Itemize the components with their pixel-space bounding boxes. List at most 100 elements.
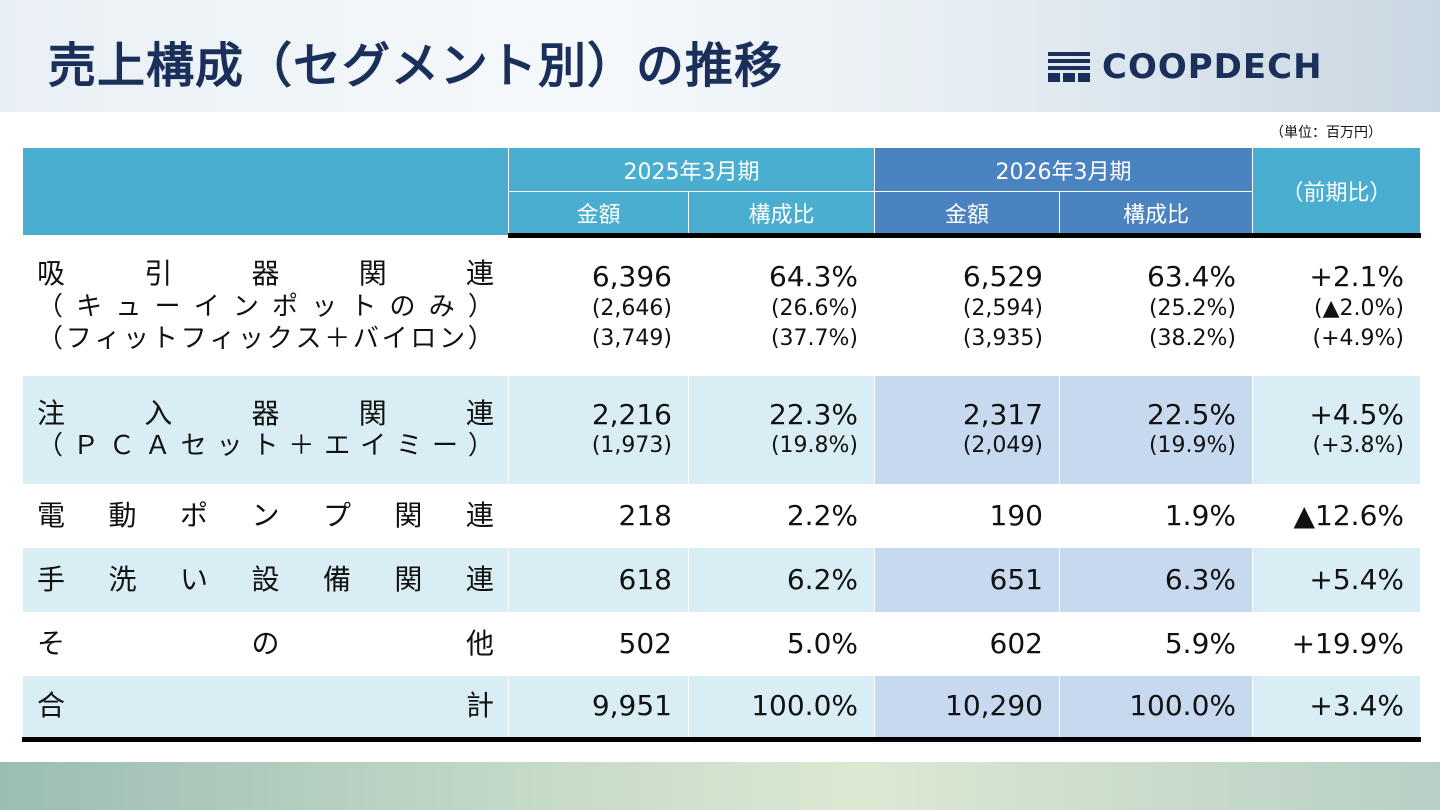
label-char: （ — [37, 323, 64, 354]
label-char: 合 — [37, 689, 66, 723]
yoy-change-value: ▲12.6% — [1293, 498, 1404, 532]
label-char: ッ — [216, 431, 243, 462]
yoy-change-sub: (+4.9%) — [1312, 325, 1405, 351]
ratio-2025-value: 5.0% — [786, 626, 858, 660]
ratio-2026: 100.0% — [1059, 675, 1253, 742]
segment-name: 吸引器関連 — [37, 257, 494, 291]
label-char: ュ — [115, 291, 142, 322]
label-char: 関 — [358, 396, 387, 430]
label-char: 関 — [358, 256, 387, 290]
label-char: フ — [180, 323, 207, 354]
label-char: Ｃ — [108, 431, 135, 462]
ratio-2026-value: 100.0% — [1129, 689, 1236, 723]
yoy-change-value: +4.5% — [1309, 397, 1404, 431]
label-char: Ａ — [144, 431, 171, 462]
label-char: 備 — [322, 562, 351, 596]
header-ratio-2026: 構成比 — [1059, 191, 1253, 238]
label-char: （ — [37, 431, 64, 462]
page-title: 売上構成（セグメント別）の推移 — [48, 38, 784, 94]
label-char: バ — [352, 323, 379, 354]
ratio-2026: 63.4% (25.2%) (38.2%) — [1059, 235, 1253, 376]
amount-2025-value: 502 — [618, 626, 672, 660]
label-char: （ — [37, 291, 64, 322]
segment-label: 吸引器関連（キューインポットのみ）（フィットフィックス＋バイロン） — [22, 235, 509, 376]
label-char: 連 — [465, 498, 494, 532]
label-char: 引 — [144, 256, 173, 290]
label-char: ポ — [272, 291, 299, 322]
ratio-2026: 1.9% — [1059, 483, 1253, 548]
amount-2026: 10,290 — [874, 675, 1060, 742]
yoy-change: +5.4% — [1252, 547, 1421, 612]
ratio-2025: 2.2% — [688, 483, 875, 548]
label-char: 入 — [144, 396, 173, 430]
yoy-change-sub: (▲2.0%) — [1314, 295, 1404, 321]
ratio-2025-sub: (19.8%) — [770, 433, 858, 459]
table-row: 合計 9,951 100.0% 10,290 100.0% +3.4% — [22, 675, 1421, 742]
table-row: 手 洗 い 設 備 関 連 618 6.2% 651 6.3% +5.4% — [22, 547, 1421, 612]
ratio-2025-sub: (37.7%) — [770, 325, 858, 351]
label-char: い — [179, 562, 208, 596]
logo-mark-icon — [1048, 52, 1090, 82]
ratio-2026: 5.9% — [1059, 611, 1253, 676]
footer-band — [0, 762, 1440, 810]
header-amount-2025: 金額 — [508, 191, 689, 238]
ratio-2025: 64.3% (26.6%) (37.7%) — [688, 235, 875, 376]
label-char: ＋ — [324, 323, 351, 354]
header-amount-2026: 金額 — [874, 191, 1060, 238]
label-char: 洗 — [108, 562, 137, 596]
amount-2026: 602 — [874, 611, 1060, 676]
header-blank-cell — [22, 147, 509, 236]
label-char: ＋ — [288, 431, 315, 462]
label-char: そ — [37, 626, 66, 660]
segment-name: 手洗い設備関連 — [37, 563, 494, 597]
amount-2025-sub: (2,646) — [591, 295, 672, 321]
company-logo: COOPDECH — [1046, 46, 1376, 88]
segment-breakdown-label: （ キューインポットのみ ） — [37, 291, 494, 323]
amount-2025-value: 6,396 — [591, 259, 672, 293]
label-char: 器 — [251, 256, 280, 290]
label-char: 電 — [37, 498, 66, 532]
amount-2025-value: 2,216 — [591, 397, 672, 431]
header-ratio-2025: 構成比 — [688, 191, 875, 238]
segment-label: 手洗い設備関連 — [22, 547, 509, 612]
ratio-2026: 22.5% (19.9%) — [1059, 375, 1253, 484]
label-char: ン — [439, 323, 466, 354]
table-row: 吸引器関連（キューインポットのみ）（フィットフィックス＋バイロン） 6,396 (2… — [22, 235, 1421, 376]
label-char: イ — [381, 323, 408, 354]
label-char: ィ — [94, 323, 121, 354]
amount-2026-value: 602 — [989, 626, 1043, 660]
ratio-2025-value: 2.2% — [786, 498, 858, 532]
label-char: ロ — [410, 323, 437, 354]
label-char: ン — [251, 498, 280, 532]
yoy-change-value: +19.9% — [1291, 626, 1404, 660]
label-char: 設 — [251, 562, 280, 596]
yoy-change-sub: (+3.8%) — [1312, 433, 1405, 459]
label-char: ン — [232, 291, 259, 322]
yoy-change-value: +2.1% — [1309, 259, 1404, 293]
amount-2025-value: 618 — [618, 562, 672, 596]
amount-2026-sub: (2,594) — [962, 295, 1043, 321]
label-char: プ — [322, 498, 351, 532]
segment-label: 電動ポンプ関連 — [22, 483, 509, 548]
segment-label: 合計 — [22, 675, 509, 742]
logo-text: COOPDECH — [1102, 47, 1323, 87]
label-char: ス — [295, 323, 322, 354]
yoy-change: ▲12.6% — [1252, 483, 1421, 548]
table-row: そ の 他 502 5.0% 602 5.9% +19.9% — [22, 611, 1421, 676]
label-char: 関 — [394, 498, 423, 532]
segment-name: 合計 — [37, 689, 494, 723]
ratio-2025-value: 6.2% — [786, 562, 858, 596]
amount-2026-value: 6,529 — [962, 259, 1043, 293]
label-char: ） — [467, 431, 494, 462]
segment-breakdown-label: （ Ｐ Ｃ Ａ セット ＋ エイミー ） — [37, 430, 494, 462]
table-row: 電 動 ポ ン プ 関 連 218 2.2% 190 1.9% ▲12.6% — [22, 483, 1421, 548]
segment-name: 注入器関連 — [37, 397, 494, 431]
header-banner: 売上構成（セグメント別）の推移 COOPDECH — [0, 0, 1440, 112]
amount-2025: 618 — [508, 547, 689, 612]
label-char: 動 — [108, 498, 137, 532]
amount-2025-value: 218 — [618, 498, 672, 532]
label-char: 連 — [465, 256, 494, 290]
amount-2026: 6,529 (2,594) (3,935) — [874, 235, 1060, 376]
yoy-change: +2.1% (▲2.0%) (+4.9%) — [1252, 235, 1421, 376]
ratio-2026: 6.3% — [1059, 547, 1253, 612]
